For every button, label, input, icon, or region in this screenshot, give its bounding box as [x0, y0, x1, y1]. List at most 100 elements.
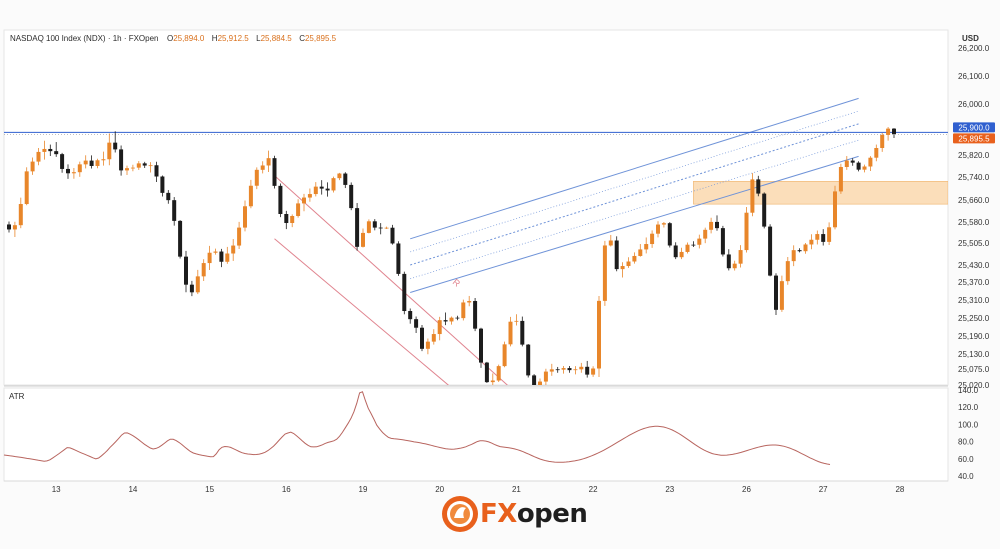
logo-part-open: open	[516, 499, 588, 529]
price-tick-label: 25,190.0	[958, 332, 990, 341]
candle-body	[349, 184, 354, 209]
candle-body	[195, 276, 200, 293]
up-channel-quarter-line	[410, 110, 859, 253]
candle-body	[538, 381, 542, 385]
candle-body	[420, 327, 424, 349]
up-channel-lower-quarter-line	[410, 139, 859, 280]
candle-body	[160, 176, 165, 193]
candle-body	[656, 224, 660, 234]
x-tick-label: 21	[512, 485, 521, 494]
candle-body	[307, 194, 312, 198]
candle-body	[443, 320, 448, 322]
candle-body	[614, 240, 619, 270]
x-tick-label: 22	[589, 485, 598, 494]
candle-body	[24, 171, 29, 205]
candle-body	[715, 221, 719, 229]
candle-body	[597, 300, 601, 369]
candle-body	[107, 142, 112, 160]
candle-body	[709, 221, 714, 230]
candle-body	[785, 261, 790, 282]
up-channel-upper-line	[410, 97, 859, 240]
candle-body	[679, 251, 684, 258]
candle-body	[266, 158, 271, 166]
open-value: 25,894.0	[173, 34, 205, 43]
candle-body	[638, 249, 643, 256]
candle-body	[532, 375, 537, 385]
candle-body	[667, 223, 672, 246]
candle-body	[296, 203, 301, 217]
candle-body	[555, 369, 560, 371]
candle-body	[366, 221, 371, 233]
level-price-badge	[953, 122, 995, 133]
candle-body	[12, 225, 17, 230]
candle-body	[154, 165, 159, 177]
price-tick-label: 25,430.0	[958, 261, 990, 270]
candle-body	[54, 151, 59, 155]
candle-body	[225, 253, 230, 262]
atr-tick-label: 40.0	[958, 472, 974, 481]
candle-body	[260, 165, 265, 170]
price-tick-label: 25,820.0	[958, 151, 990, 160]
candle-body	[632, 255, 637, 262]
candle-body	[484, 362, 489, 383]
candle-body	[726, 254, 731, 269]
price-tick-label: 25,250.0	[958, 314, 990, 323]
candle-body	[508, 321, 513, 345]
candle-body	[809, 239, 814, 245]
candle-body	[219, 251, 224, 262]
candle-body	[42, 148, 47, 152]
x-tick-label: 19	[359, 485, 368, 494]
candle-body	[526, 344, 531, 376]
candle-body	[815, 234, 820, 240]
candle-body	[455, 317, 460, 319]
x-tick-label: 20	[435, 485, 444, 494]
candle-body	[779, 281, 784, 310]
candle-body	[71, 172, 76, 174]
x-tick-label: 27	[819, 485, 828, 494]
candle-body	[502, 344, 507, 367]
candle-body	[172, 200, 177, 221]
candle-body	[833, 191, 837, 228]
price-tick-label: 25,130.0	[958, 350, 990, 359]
chart-header: NASDAQ 100 Index (NDX) · 1h · FXOpen O25…	[10, 28, 337, 45]
price-tick-label: 25,370.0	[958, 278, 990, 287]
candle-body	[650, 233, 655, 245]
price-tick-label: 25,505.0	[958, 239, 990, 248]
x-tick-label: 14	[128, 485, 137, 494]
candle-body	[661, 223, 666, 225]
candle-body	[36, 151, 41, 162]
candle-body	[774, 275, 778, 310]
fxopen-emblem-icon	[442, 496, 478, 532]
high-label: H	[212, 34, 218, 43]
low-label: L	[256, 34, 261, 43]
price-tick-label: 25,020.0	[958, 381, 990, 390]
candle-body	[207, 252, 212, 264]
candle-body	[573, 369, 578, 371]
candle-body	[821, 234, 826, 242]
price-tick-label: 25,310.0	[958, 296, 990, 305]
candle-body	[490, 380, 495, 383]
atr-tick-label: 80.0	[958, 438, 974, 447]
candle-body	[850, 160, 855, 163]
candle-body	[83, 160, 88, 165]
high-value: 25,912.5	[218, 34, 250, 43]
candle-body	[119, 149, 124, 171]
candle-body	[567, 368, 572, 371]
candle-body	[313, 186, 318, 195]
candle-body	[602, 245, 607, 301]
candle-body	[732, 263, 737, 269]
low-value: 25,884.5	[261, 34, 293, 43]
candle-body	[254, 169, 259, 186]
candle-body	[797, 250, 802, 252]
candle-body	[136, 163, 141, 168]
candle-body	[791, 250, 796, 262]
candle-body	[479, 328, 483, 363]
candle-body	[868, 157, 873, 167]
candle-body	[827, 227, 832, 242]
x-tick-label: 28	[895, 485, 904, 494]
candle-body	[874, 148, 879, 158]
atr-tick-label: 60.0	[958, 455, 974, 464]
candle-body	[343, 173, 348, 185]
candle-body	[378, 227, 383, 229]
